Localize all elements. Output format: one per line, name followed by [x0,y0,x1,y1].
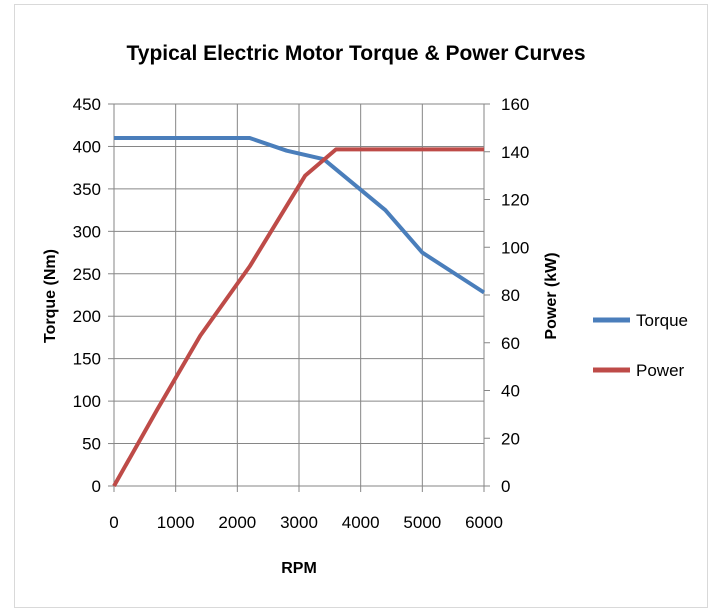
series-lines [112,136,486,487]
y-right-tick-label: 60 [501,334,520,353]
y-left-tick-label: 450 [73,95,101,114]
x-tick-label: 3000 [280,513,318,532]
y-right-tick-label: 120 [501,191,529,210]
y-left-tick-label: 100 [73,392,101,411]
y-left-tick-label: 400 [73,137,101,156]
chart-title: Typical Electric Motor Torque & Power Cu… [127,42,586,65]
x-tick-label: 6000 [465,513,503,532]
y-left-tick-label: 200 [73,307,101,326]
x-tick-label: 4000 [342,513,380,532]
y-left-tick-label: 250 [73,265,101,284]
x-tick-label: 1000 [157,513,195,532]
legend-label-power: Power [636,361,685,380]
y-right-tick-label: 20 [501,429,520,448]
y-left-tick-label: 150 [73,350,101,369]
x-axis-title: RPM [281,560,317,577]
y-left-tick-label: 50 [82,435,101,454]
x-tick-label: 0 [109,513,118,532]
series-line-power [112,147,484,487]
axes [108,103,490,492]
gridlines [113,103,485,487]
y-axis-left-title: Torque (Nm) [42,249,59,343]
y-axis-right-title: Power (kW) [543,252,560,339]
legend: Torque Power [593,311,688,380]
y-right-tick-label: 0 [501,477,510,496]
tick-labels: 0 50 100 150 200 250 300 350 400 450 0 20 40 60 80 100 1… [73,95,530,532]
y-left-tick-label: 300 [73,222,101,241]
x-tick-label: 5000 [403,513,441,532]
y-right-tick-label: 160 [501,95,529,114]
y-right-tick-label: 40 [501,382,520,401]
y-right-tick-label: 100 [501,238,529,257]
y-right-tick-label: 140 [501,143,529,162]
y-right-tick-label: 80 [501,286,520,305]
x-tick-label: 2000 [218,513,256,532]
y-left-tick-label: 0 [92,477,101,496]
legend-label-torque: Torque [636,311,688,330]
y-left-tick-label: 350 [73,180,101,199]
